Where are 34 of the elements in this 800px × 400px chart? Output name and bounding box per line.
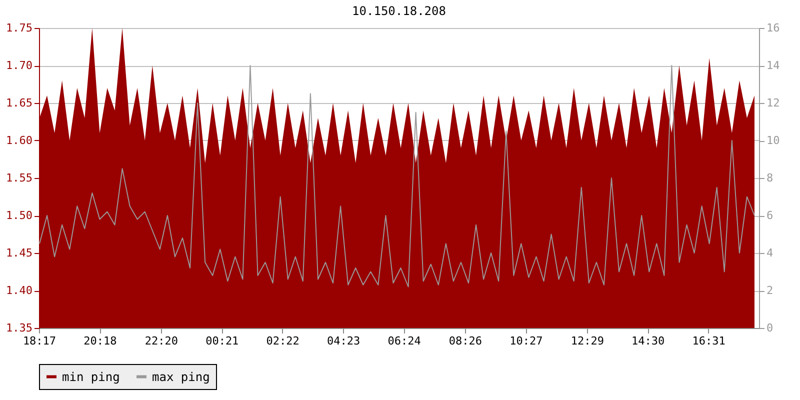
x-tick-label: 00:21 (206, 334, 239, 348)
y-tick-label: 1.60 (6, 134, 32, 147)
y2-tick-label: 2 (766, 284, 774, 297)
x-tick-label: 02:22 (266, 334, 300, 348)
legend-label: max ping (152, 370, 210, 384)
y-tick-label: 1.75 (6, 22, 32, 34)
y2-tick-label: 6 (766, 209, 774, 222)
y-tick-label: 1.65 (6, 96, 32, 110)
x-tick-label: 22:20 (144, 334, 178, 348)
x-tick-label: 06:24 (388, 334, 422, 348)
y-tick-label: 1.70 (6, 59, 32, 72)
legend-label: min ping (62, 370, 120, 384)
x-tick-label: 08:26 (448, 334, 482, 348)
x-tick-label: 10:27 (510, 334, 543, 348)
x-tick-label: 16:31 (692, 334, 726, 348)
y2-tick-label: 8 (766, 172, 774, 184)
y2-tick-label: 4 (766, 246, 774, 260)
line-series (39, 65, 755, 288)
y-tick-label: 1.35 (6, 322, 32, 334)
chart-title: 10.150.18.208 (352, 4, 446, 18)
y2-tick-label: 16 (766, 22, 780, 34)
x-tick-label: 14:30 (632, 334, 665, 348)
y-tick-label: 1.40 (6, 284, 32, 297)
x-tick-label: 18:17 (22, 334, 56, 348)
y2-tick-label: 10 (766, 134, 780, 147)
x-tick-label: 12:29 (570, 334, 604, 348)
y2-tick-label: 0 (766, 322, 774, 334)
x-tick-label: 20:18 (84, 334, 117, 348)
y2-tick-label: 14 (766, 59, 780, 72)
y-tick-label: 1.45 (6, 246, 32, 260)
x-tick-label: 04:23 (326, 334, 360, 348)
y2-tick-label: 12 (766, 96, 780, 110)
y-tick-label: 1.55 (6, 172, 32, 184)
y-tick-label: 1.50 (6, 209, 32, 222)
